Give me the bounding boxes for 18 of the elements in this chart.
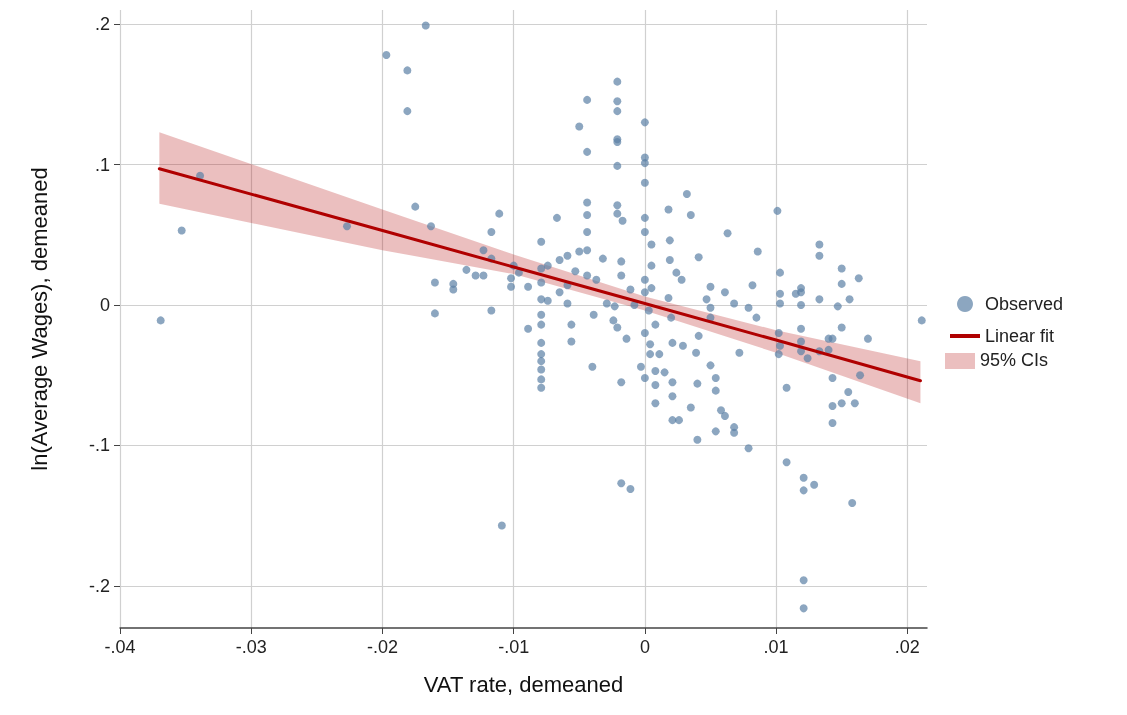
legend-label: Observed: [985, 294, 1064, 314]
y-axis-title: ln(Average Wages), demeaned: [26, 167, 52, 471]
legend-label: Linear fit: [985, 326, 1055, 346]
x-axis-title: VAT rate, demeaned: [423, 671, 624, 697]
y-tick-label: .2: [94, 14, 110, 35]
x-tick-label: .01: [763, 637, 789, 657]
x-tick-label: -.04: [104, 637, 136, 657]
x-tick-label: 0: [639, 637, 650, 657]
y-tick-label: -.1: [88, 435, 110, 456]
x-tick-label: .02: [894, 637, 920, 657]
y-tick-label: -.2: [88, 575, 110, 596]
x-tick-label: -.03: [235, 637, 267, 657]
text: 95% CIs: [980, 350, 1049, 371]
x-tick-label: -.02: [366, 637, 398, 657]
y-tick-label: 0: [99, 294, 110, 315]
x-tick-label: -.01: [498, 637, 530, 657]
y-tick-label: .1: [94, 154, 110, 175]
line-series: [157, 167, 922, 383]
